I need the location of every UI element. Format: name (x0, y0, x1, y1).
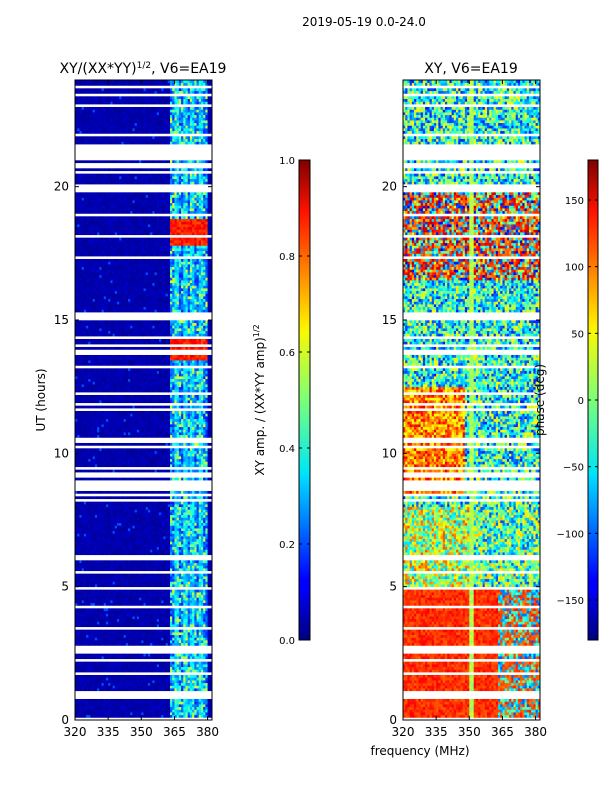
phase-panel-title: XY, V6=EA19 (424, 61, 518, 77)
phase-plot-frame (402, 79, 541, 721)
colorbar-tick-label: 150 (565, 196, 584, 207)
amplitude-colorbar-ticks: 0.0 0.2 0.4 0.6 0.8 1.0 (279, 156, 310, 647)
y-tick-label: 0 (61, 713, 69, 727)
colorbar-tick-label: 0 (578, 396, 584, 407)
figure-suptitle: 2019-05-19 0.0-24.0 (302, 15, 426, 29)
y-tick-label: 5 (389, 580, 397, 594)
y-tick-label: 10 (382, 446, 397, 460)
amplitude-heatmap (75, 80, 212, 720)
x-tick-label: 350 (458, 725, 481, 739)
x-tick-label: 365 (491, 725, 514, 739)
colorbar-tick-label: −100 (557, 529, 584, 540)
y-tick-label: 0 (389, 713, 397, 727)
y-tick-label: 5 (61, 580, 69, 594)
phase-colorbar-ticks: −150 −100 −50 0 50 100 150 (557, 196, 598, 607)
colorbar-tick-label: 0.4 (279, 444, 295, 455)
phase-y-axis: 0 5 10 15 20 (382, 180, 540, 727)
y-tick-label: 10 (54, 446, 69, 460)
phase-colorbar-label: phase (deg) (533, 364, 547, 436)
y-tick-label: 15 (54, 313, 69, 327)
colorbar-tick-label: 0.8 (279, 252, 295, 263)
frequency-axis-label: frequency (MHz) (370, 744, 469, 758)
colorbar-tick-label: 0.0 (279, 636, 295, 647)
colorbar-tick-label: −50 (563, 463, 584, 474)
y-tick-label: 15 (382, 313, 397, 327)
phase-heatmap (403, 80, 540, 720)
amplitude-colorbar-label: XY amp. / (XX*YY amp)1/2 (252, 324, 267, 475)
colorbar-tick-label: 100 (565, 263, 584, 274)
amplitude-y-axis: 0 5 10 15 20 (54, 180, 212, 727)
x-tick-label: 350 (130, 725, 153, 739)
phase-panel: XY, V6=EA19 320 335 350 365 380 0 5 10 15 20 (382, 61, 547, 739)
colorbar-tick-label: 50 (571, 329, 584, 340)
colorbar-tick-label: 0.6 (279, 348, 295, 359)
colorbar-tick-label: −150 (557, 596, 584, 607)
amplitude-plot-frame (74, 79, 213, 721)
colorbar-tick-label: 0.2 (279, 540, 295, 551)
y-tick-label: 20 (382, 180, 397, 194)
amplitude-y-axis-label: UT (hours) (34, 368, 48, 431)
amplitude-x-axis: 320 335 350 365 380 (64, 80, 219, 739)
y-tick-label: 20 (54, 180, 69, 194)
phase-x-axis: 320 335 350 365 380 (392, 80, 547, 739)
phase-colorbar: −150 −100 −50 0 50 100 150 phase (deg) (533, 159, 599, 641)
x-tick-label: 320 (64, 725, 87, 739)
colorbar-tick-label: 1.0 (279, 156, 295, 167)
x-tick-label: 365 (163, 725, 186, 739)
amplitude-panel-title: XY/(XX*YY)1/2, V6=EA19 (60, 61, 227, 77)
x-tick-label: 380 (524, 725, 547, 739)
amplitude-colorbar-gradient (298, 159, 311, 641)
x-tick-label: 320 (392, 725, 415, 739)
amplitude-colorbar: 0.0 0.2 0.4 0.6 0.8 1.0 XY amp. / (XX*YY amp)… (252, 156, 311, 647)
x-tick-label: 335 (425, 725, 448, 739)
amplitude-panel: XY/(XX*YY)1/2, V6=EA19 320 335 350 365 380 0… (34, 61, 226, 739)
x-tick-label: 335 (97, 725, 120, 739)
x-tick-label: 380 (196, 725, 219, 739)
